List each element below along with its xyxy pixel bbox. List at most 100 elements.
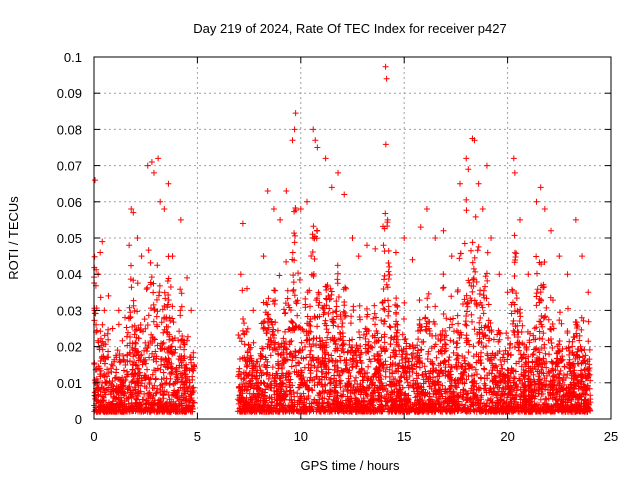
roti-point — [429, 399, 436, 406]
roti-point — [401, 299, 408, 306]
roti-point — [141, 316, 148, 323]
roti-point — [317, 338, 324, 345]
roti-point — [371, 385, 378, 392]
roti-point — [309, 248, 316, 255]
roti-point — [134, 349, 141, 356]
roti-point — [334, 280, 341, 287]
roti-point — [540, 408, 547, 415]
roti-point — [408, 362, 415, 369]
roti-point — [468, 297, 475, 304]
roti-point — [316, 299, 323, 306]
roti-point — [119, 374, 126, 381]
data-points — [91, 63, 594, 415]
roti-point — [495, 389, 502, 396]
roti-point — [275, 362, 282, 369]
roti-point — [153, 321, 160, 328]
roti-point — [340, 368, 347, 375]
roti-point — [547, 326, 554, 333]
roti-point — [498, 361, 505, 368]
roti-point — [453, 364, 460, 371]
roti-point — [321, 347, 328, 354]
roti-point — [395, 388, 402, 395]
roti-point — [325, 329, 332, 336]
roti-point — [256, 363, 263, 370]
roti-point — [409, 365, 416, 372]
roti-point — [179, 357, 186, 364]
roti-point — [247, 344, 254, 351]
roti-point — [166, 359, 173, 366]
roti-point — [463, 322, 470, 329]
roti-point — [328, 291, 335, 298]
roti-point — [538, 282, 545, 289]
roti-point — [470, 265, 477, 272]
roti-point — [501, 390, 508, 397]
roti-point — [253, 393, 260, 400]
roti-peak-point — [471, 137, 478, 144]
roti-point — [320, 311, 327, 318]
roti-point — [577, 343, 584, 350]
roti-point — [244, 325, 251, 332]
roti-point — [160, 339, 167, 346]
roti-point — [480, 333, 487, 340]
roti-point — [583, 375, 590, 382]
roti-peak-point — [341, 191, 348, 198]
roti-point — [461, 240, 468, 247]
roti-point — [422, 315, 429, 322]
roti-point — [549, 359, 556, 366]
roti-point — [291, 239, 298, 246]
roti-point — [102, 391, 109, 398]
roti-point — [282, 407, 289, 413]
roti-point — [169, 365, 176, 372]
roti-point — [313, 356, 320, 363]
roti-point — [489, 360, 496, 367]
roti-point — [517, 313, 524, 320]
roti-point — [151, 400, 158, 407]
roti-point — [264, 341, 271, 348]
roti-point — [330, 322, 337, 329]
roti-peak-point — [457, 180, 464, 187]
roti-point — [145, 341, 152, 348]
roti-point — [128, 262, 135, 269]
roti-point — [243, 383, 250, 390]
roti-point — [344, 348, 351, 355]
roti-point — [367, 397, 374, 404]
roti-point — [350, 303, 357, 310]
roti-point — [182, 408, 189, 415]
roti-point — [351, 377, 358, 384]
roti-point — [506, 402, 513, 409]
roti-point — [385, 303, 392, 310]
roti-point — [389, 407, 396, 414]
roti-point — [533, 293, 540, 300]
roti-point — [411, 401, 418, 408]
roti-point — [413, 375, 420, 382]
roti-point — [476, 319, 483, 326]
roti-point — [525, 401, 532, 408]
roti-point — [92, 395, 99, 402]
roti-point — [422, 378, 429, 385]
roti-point — [92, 310, 99, 317]
roti-point — [272, 319, 279, 326]
roti-point — [95, 384, 102, 391]
roti-point — [247, 352, 254, 359]
roti-point — [125, 395, 132, 402]
roti-point — [538, 345, 545, 352]
roti-point — [325, 396, 332, 403]
roti-peak-point — [585, 289, 592, 296]
roti-point — [581, 346, 588, 353]
roti-point — [243, 361, 250, 368]
roti-point — [537, 289, 544, 296]
roti-point — [481, 283, 488, 290]
roti-point — [175, 408, 182, 415]
roti-point — [493, 363, 500, 370]
roti-point — [391, 333, 398, 340]
roti-point — [586, 385, 593, 392]
roti-point — [353, 374, 360, 381]
roti-point — [406, 373, 413, 380]
roti-point — [526, 393, 533, 400]
roti-point — [319, 400, 326, 407]
roti-point — [532, 366, 539, 373]
roti-point — [426, 407, 433, 414]
roti-point — [100, 340, 107, 347]
roti-point — [549, 320, 556, 327]
y-tick-label: 0.02 — [57, 340, 82, 355]
